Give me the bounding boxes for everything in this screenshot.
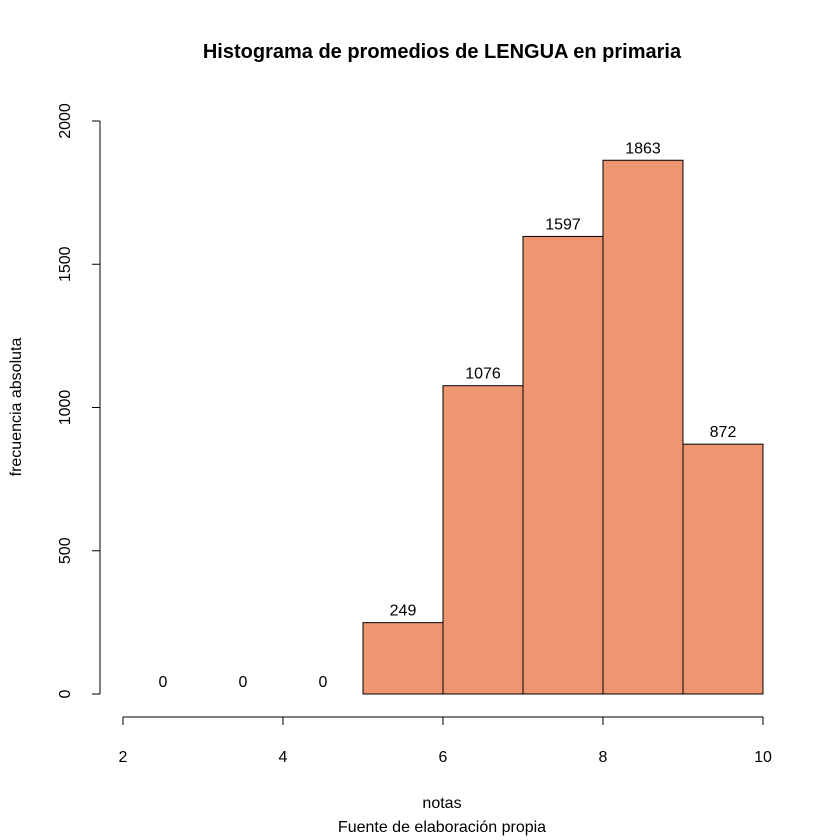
histogram-bar — [442, 385, 524, 695]
histogram-bar — [522, 235, 604, 695]
x-tick-label: 10 — [754, 749, 772, 766]
y-axis-title: frecuencia absoluta — [8, 338, 25, 477]
x-axis: 2 4 6 8 10 — [119, 716, 772, 766]
histogram-bar — [682, 443, 764, 695]
y-tick-label: 500 — [57, 537, 74, 564]
x-axis-title: notas — [422, 795, 461, 812]
y-tick-label: 0 — [57, 689, 74, 698]
bar-value-label: 0 — [319, 674, 328, 691]
x-tick-label: 8 — [599, 749, 608, 766]
bars-group — [362, 159, 764, 695]
bar-value-label: 872 — [710, 424, 737, 441]
bar-value-label: 1863 — [625, 140, 661, 157]
histogram-bar — [362, 622, 444, 695]
x-tick-label: 4 — [279, 749, 288, 766]
bar-value-label: 249 — [390, 603, 417, 620]
y-tick-label: 1500 — [57, 246, 74, 282]
bar-value-label: 0 — [239, 674, 248, 691]
bar-value-label: 1597 — [545, 216, 581, 233]
chart-caption: Fuente de elaboración propia — [338, 819, 546, 836]
x-tick-label: 2 — [119, 749, 128, 766]
y-tick-label: 1000 — [57, 390, 74, 426]
y-tick-label: 2000 — [57, 103, 74, 139]
y-axis: 0 500 1000 1500 2000 — [57, 103, 101, 698]
bar-labels-group: 0 0 0 249 1076 1597 1863 872 — [159, 140, 737, 691]
histogram-bar — [602, 159, 684, 695]
x-tick-label: 6 — [439, 749, 448, 766]
bar-value-label: 1076 — [465, 366, 501, 383]
chart-title: Histograma de promedios de LENGUA en pri… — [203, 41, 682, 63]
bar-value-label: 0 — [159, 674, 168, 691]
